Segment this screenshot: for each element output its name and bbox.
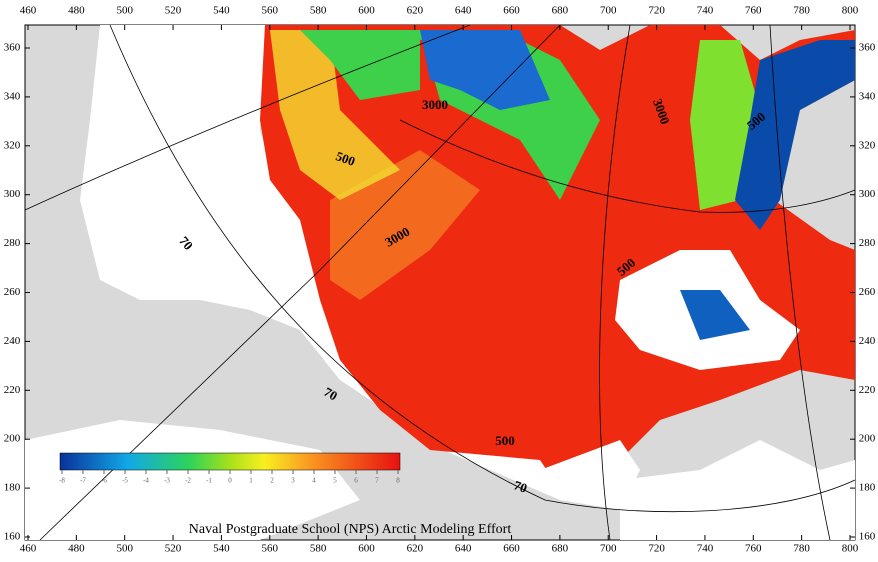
x-tick-label: 620 — [407, 5, 424, 17]
colorbar-tick-label: -3 — [164, 477, 170, 485]
colorbar-tick-label: 6 — [354, 477, 358, 485]
y-tick-label: 200 — [859, 433, 876, 445]
colorbar-tick-label: 7 — [375, 477, 379, 485]
colorbar-tick-label: -7 — [80, 477, 86, 485]
land — [25, 420, 360, 540]
x-tick-label: 800 — [842, 543, 859, 555]
y-tick-label: 340 — [4, 90, 21, 102]
y-tick-label: 320 — [859, 139, 876, 151]
x-tick-label: 580 — [310, 5, 327, 17]
colorbar-tick-label: -5 — [122, 477, 128, 485]
x-tick-label: 480 — [68, 543, 85, 555]
colorbar-tick-label: -1 — [206, 477, 212, 485]
credit: Naval Postgraduate School (NPS) Arctic M… — [189, 522, 512, 537]
x-tick-label: 720 — [648, 5, 665, 17]
graticule — [24, 24, 856, 541]
x-tick-label: 680 — [552, 5, 569, 17]
colorbar-tick-label: 2 — [270, 477, 274, 485]
x-tick-label: 640 — [455, 5, 472, 17]
colorbar-tick-label: -8 — [59, 477, 65, 485]
y-tick-label: 200 — [4, 433, 21, 445]
y-tick-label: 240 — [859, 335, 876, 347]
x-tick-label: 500 — [116, 543, 133, 555]
y-tick-label: 260 — [859, 286, 876, 298]
y-tick-label: 320 — [4, 139, 21, 151]
x-tick-label: 780 — [793, 5, 810, 17]
x-tick-label: 700 — [600, 5, 617, 17]
field — [420, 30, 550, 110]
x-tick-label: 580 — [310, 543, 327, 555]
colorbar-tick-label: 3 — [291, 477, 295, 485]
colorbar-tick-label: -4 — [143, 477, 149, 485]
colorbar-tick-label: 5 — [333, 477, 337, 485]
field — [735, 40, 855, 230]
y-tick-label: 180 — [4, 482, 21, 494]
y-tick-label: 240 — [4, 335, 21, 347]
y-tick-label: 340 — [859, 90, 876, 102]
x-tick-label: 760 — [745, 5, 762, 17]
y-tick-label: 180 — [859, 482, 876, 494]
land — [540, 440, 640, 510]
land — [80, 25, 600, 500]
x-tick-label: 480 — [68, 5, 85, 17]
contour-label: 500 — [334, 148, 357, 169]
colorbar-tick-label: 1 — [249, 477, 253, 485]
land — [620, 440, 855, 540]
x-tick-label: 560 — [262, 543, 279, 555]
y-tick-label: 300 — [859, 188, 876, 200]
x-tick-label: 720 — [648, 543, 665, 555]
x-tick-label: 540 — [213, 543, 230, 555]
x-tick-label: 640 — [455, 543, 472, 555]
x-tick-label: 600 — [358, 543, 375, 555]
contour-label: 3000 — [422, 97, 448, 112]
y-tick-label: 160 — [859, 531, 876, 543]
x-tick-label: 780 — [793, 543, 810, 555]
field — [270, 30, 400, 200]
x-tick-label: 700 — [600, 543, 617, 555]
x-tick-label: 600 — [358, 5, 375, 17]
field — [680, 290, 750, 340]
x-tick-label: 740 — [697, 5, 714, 17]
y-tick-label: 280 — [859, 237, 876, 249]
y-tick-label: 220 — [4, 384, 21, 396]
x-tick-label: 660 — [503, 543, 520, 555]
x-tick-label: 520 — [165, 5, 182, 17]
contour-label: 70 — [321, 384, 340, 403]
x-tick-label: 460 — [20, 5, 37, 17]
colorbar-tick-label: -6 — [101, 477, 107, 485]
x-tick-label: 680 — [552, 543, 569, 555]
colorbar-tick-label: 8 — [396, 477, 400, 485]
y-tick-label: 280 — [4, 237, 21, 249]
x-tick-label: 760 — [745, 543, 762, 555]
x-tick-label: 620 — [407, 543, 424, 555]
x-tick-label: 540 — [213, 5, 230, 17]
y-tick-label: 360 — [4, 42, 21, 54]
colorbar-tick-label: -2 — [185, 477, 191, 485]
x-tick-label: 660 — [503, 5, 520, 17]
y-tick-label: 300 — [4, 188, 21, 200]
colorbar-tick-label: 0 — [228, 477, 232, 485]
y-tick-label: 360 — [859, 42, 876, 54]
x-tick-label: 500 — [116, 5, 133, 17]
y-tick-label: 220 — [859, 384, 876, 396]
x-tick-label: 560 — [262, 5, 279, 17]
x-tick-label: 800 — [842, 5, 859, 17]
contour-label: 70 — [512, 477, 529, 496]
x-tick-label: 460 — [20, 543, 37, 555]
y-tick-label: 260 — [4, 286, 21, 298]
x-tick-label: 740 — [697, 543, 714, 555]
colorbar — [59, 452, 401, 471]
colorbar-tick-label: 4 — [312, 477, 316, 485]
contour-label: 500 — [495, 433, 515, 448]
y-tick-label: 160 — [4, 531, 21, 543]
field — [330, 150, 480, 300]
x-tick-label: 520 — [165, 543, 182, 555]
